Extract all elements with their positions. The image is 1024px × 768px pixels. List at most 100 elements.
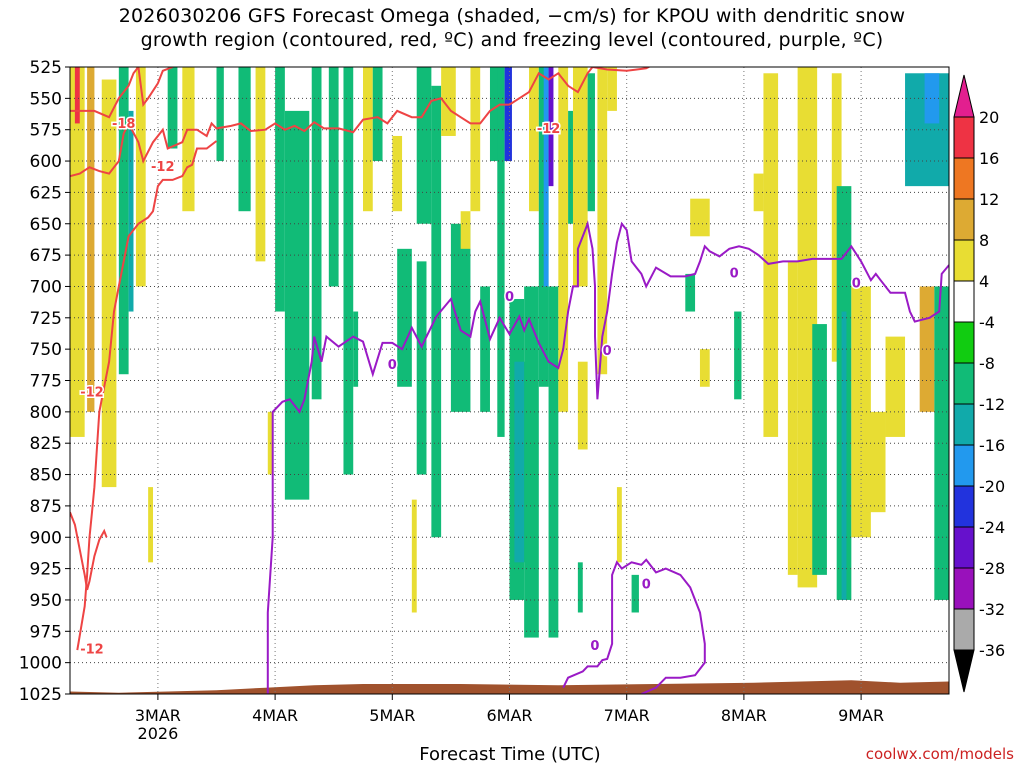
omega-region — [118, 67, 129, 375]
omega-region — [548, 67, 554, 187]
omega-region — [597, 67, 608, 375]
omega-region — [450, 223, 471, 412]
omega-region — [885, 336, 906, 437]
freezing-contour-label: 0 — [388, 358, 397, 373]
omega-region — [128, 110, 134, 312]
credit-text: coolwx.com/models — [865, 745, 1014, 763]
omega-region — [504, 67, 512, 162]
omega-region — [284, 110, 310, 500]
y-tick-label: 900 — [30, 528, 62, 548]
omega-region — [865, 411, 886, 513]
freezing-contour-label: 0 — [590, 639, 599, 654]
colorbar-segment — [953, 157, 975, 200]
y-tick-label: 825 — [30, 434, 62, 454]
omega-region — [238, 67, 251, 212]
y-tick-label: 875 — [30, 497, 62, 517]
colorbar-segment — [953, 198, 975, 241]
y-tick-label: 625 — [30, 183, 62, 203]
omega-region — [919, 286, 935, 412]
omega-region — [460, 211, 471, 249]
x-tick-sublabel: 2026 — [138, 724, 179, 743]
omega-region — [87, 67, 95, 412]
freezing-contour-label: 0 — [852, 276, 861, 291]
omega-region — [470, 67, 481, 212]
colorbar-segment — [953, 526, 975, 569]
omega-region — [699, 349, 710, 387]
dendritic-minus12-lower-contour — [76, 140, 218, 651]
omega-region — [182, 67, 195, 212]
omega-region — [328, 67, 339, 287]
omega-region — [343, 67, 354, 475]
omega-region — [924, 73, 940, 124]
omega-region — [480, 286, 490, 412]
colorbar-label: -8 — [979, 354, 995, 373]
freezing-level-contour — [266, 220, 949, 694]
omega-region — [275, 67, 285, 312]
colorbar-label: 12 — [979, 190, 999, 209]
omega-region — [431, 85, 442, 538]
omega-region — [74, 67, 80, 124]
omega-region — [934, 286, 949, 600]
omega-region — [616, 487, 622, 563]
omega-region — [577, 361, 588, 450]
omega-region — [148, 487, 154, 563]
colorbar-segment — [953, 321, 975, 364]
omega-region — [167, 67, 178, 149]
colorbar-label: -24 — [979, 518, 1005, 537]
omega-region — [363, 67, 373, 212]
omega-region — [558, 67, 569, 412]
dendritic-contour-label: -12 — [80, 386, 104, 401]
omega-region — [135, 67, 146, 287]
omega-region — [441, 67, 456, 136]
omega-region — [787, 261, 798, 575]
colorbar-segment — [953, 362, 975, 405]
freezing-contour-label: 0 — [730, 266, 739, 281]
colorbar-label: -36 — [979, 641, 1005, 660]
y-tick-label: 1000 — [19, 654, 62, 674]
colorbar-label: -32 — [979, 600, 1005, 619]
x-tick-label: 4MAR — [252, 706, 298, 725]
dendritic-contour-label: -12 — [537, 122, 561, 137]
freezing-level-surface-contour — [562, 558, 706, 694]
colorbar-label: -20 — [979, 477, 1005, 496]
colorbar-label: -28 — [979, 559, 1005, 578]
omega-region — [734, 311, 742, 400]
colorbar-segment — [953, 280, 975, 323]
colorbar-segment — [953, 239, 975, 282]
y-tick-label: 850 — [30, 466, 62, 486]
omega-region — [548, 286, 559, 638]
y-tick-label: 925 — [30, 560, 62, 580]
omega-region — [255, 67, 266, 262]
omega-region — [529, 67, 539, 212]
colorbar-label: 16 — [979, 149, 999, 168]
omega-region — [489, 67, 500, 162]
omega-region — [353, 311, 359, 387]
y-tick-label: 575 — [30, 121, 62, 141]
y-tick-label: 650 — [30, 215, 62, 235]
colorbar-segment — [953, 567, 975, 610]
colorbar-label: 8 — [979, 231, 989, 250]
dendritic-minus12-upper-contour — [70, 67, 651, 178]
x-tick-label: 5MAR — [369, 706, 415, 725]
y-tick-label: 600 — [30, 152, 62, 172]
omega-region — [524, 286, 539, 638]
y-tick-label: 725 — [30, 309, 62, 329]
y-tick-label: 550 — [30, 89, 62, 109]
x-tick-label: 6MAR — [486, 706, 532, 725]
omega-region — [216, 67, 224, 162]
dendritic-minus18-contour — [70, 67, 175, 119]
dendritic-minus12-low-level-contour — [70, 511, 108, 591]
omega-region — [70, 67, 85, 437]
colorbar-label: -4 — [979, 313, 995, 332]
y-tick-label: 750 — [30, 340, 62, 360]
omega-region — [392, 135, 403, 212]
omega-region — [311, 67, 322, 400]
omega-region — [631, 574, 639, 613]
contour-label-layer: -18 -12 -12 -12 -12 0 0 0 0 0 0 0 — [79, 116, 863, 659]
omega-region — [411, 499, 417, 613]
dendritic-contour-label: -12 — [80, 643, 104, 658]
colorbar-label: -12 — [979, 395, 1005, 414]
colorbar-segment — [953, 444, 975, 487]
